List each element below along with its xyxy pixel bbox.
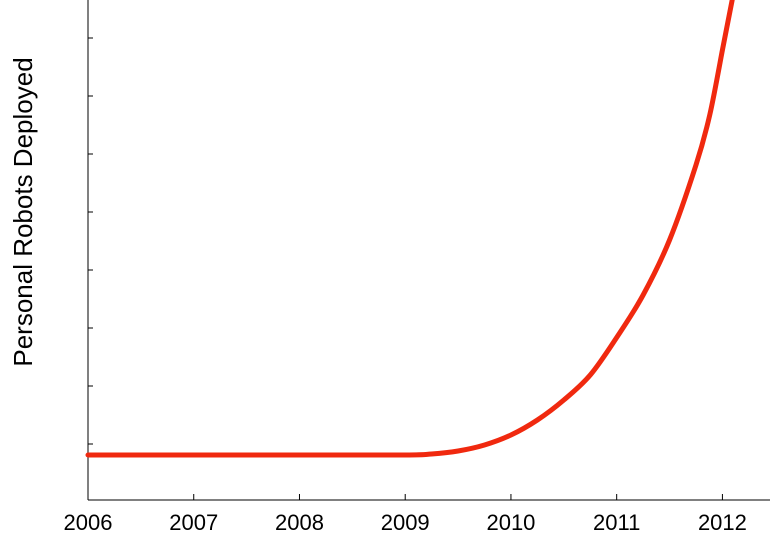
x-tick-label-2007: 2007 xyxy=(169,510,218,535)
series-line xyxy=(85,0,735,458)
x-tick-label-2010: 2010 xyxy=(486,510,535,535)
x-tick-label-2009: 2009 xyxy=(381,510,430,535)
x-tick-label-2011: 2011 xyxy=(593,510,640,535)
axes xyxy=(87,0,770,501)
x-tick-label-2012: 2012 xyxy=(698,510,747,535)
x-tick-label-2008: 2008 xyxy=(275,510,324,535)
x-ticks: 2006 2007 2008 2009 2010 2011 2012 xyxy=(64,494,747,535)
y-axis-title: Personal Robots Deployed xyxy=(8,57,38,366)
x-tick-label-2006: 2006 xyxy=(64,510,113,535)
y-ticks xyxy=(88,37,93,445)
